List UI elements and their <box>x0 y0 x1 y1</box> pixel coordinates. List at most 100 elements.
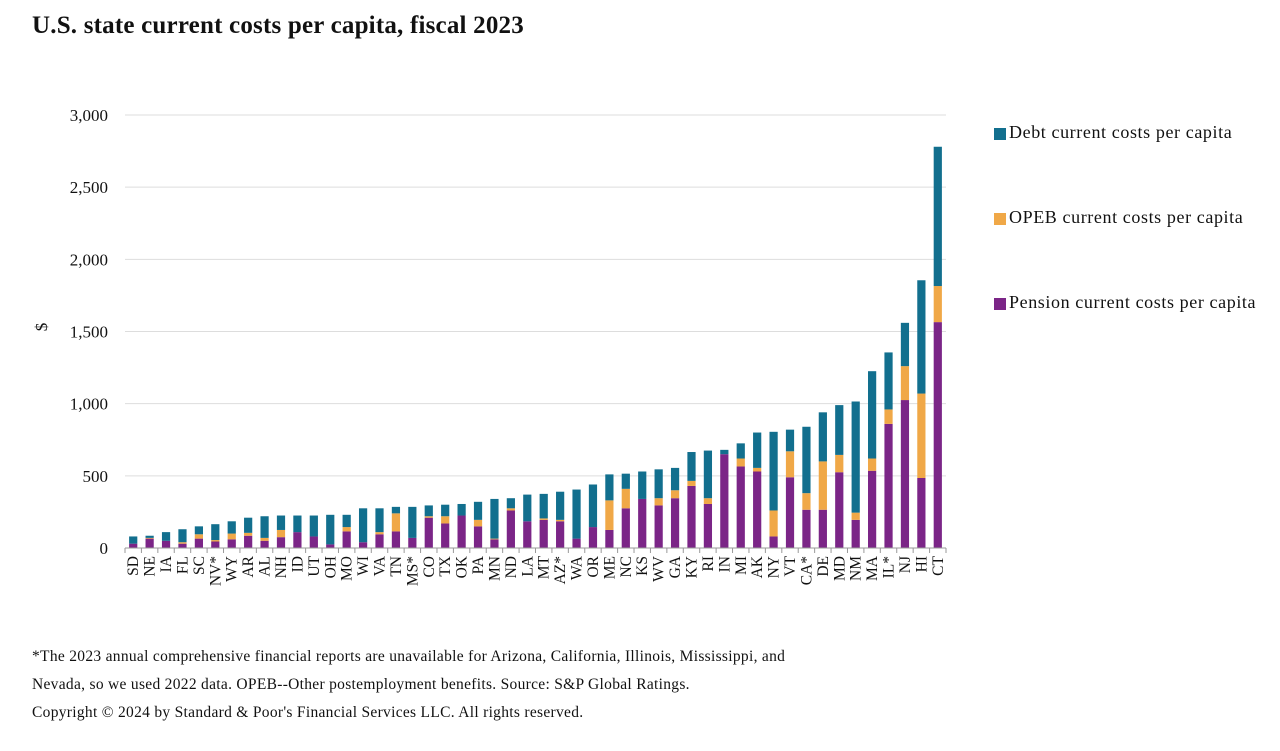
bar-debt-mi <box>736 443 745 459</box>
bar-debt-ga <box>670 467 680 491</box>
bar-opeb-co <box>424 516 433 518</box>
x-tick-label: FL <box>174 556 191 574</box>
x-tick-label: ND <box>503 556 520 578</box>
bar-opeb-me <box>605 500 614 530</box>
bar-debt-in <box>720 449 729 455</box>
y-tick-label: 1,500 <box>70 323 108 342</box>
bar-debt-ak <box>753 432 762 468</box>
x-tick-label: AK <box>749 555 766 578</box>
x-tick-label: CT <box>930 555 947 575</box>
bar-pension-az <box>556 521 565 548</box>
bar-pension-oh <box>326 544 335 548</box>
bar-debt-nj <box>900 322 910 367</box>
bar-pension-ms <box>408 537 417 548</box>
bar-pension-tn <box>391 531 401 548</box>
x-tick-label: OR <box>585 555 602 577</box>
bar-debt-nv <box>211 524 220 541</box>
x-tick-label: IL* <box>881 556 898 579</box>
footnote-line-3: Copyright © 2024 by Standard & Poor's Fi… <box>32 704 584 721</box>
bar-debt-ky <box>687 452 696 481</box>
legend-swatch-pension <box>994 298 1006 310</box>
x-tick-label: NY <box>766 556 783 578</box>
bar-pension-nv <box>211 541 220 548</box>
legend-item-debt: Debt current costs per capita <box>990 120 1270 205</box>
axes <box>124 547 947 553</box>
footnote-line-1: *The 2023 annual comprehensive financial… <box>32 648 786 665</box>
bar-opeb-tx <box>441 516 450 524</box>
bar-pension-la <box>523 521 532 548</box>
bar-pension-mo <box>342 531 351 548</box>
x-tick-label: MA <box>864 555 881 581</box>
bar-debt-mo <box>342 514 351 528</box>
bar-debt-tx <box>441 504 450 517</box>
bar-opeb-wy <box>227 533 236 540</box>
bar-pension-ia <box>161 540 171 548</box>
bar-debt-de <box>818 412 827 462</box>
bars <box>129 146 942 548</box>
bar-debt-nd <box>506 498 515 509</box>
x-tick-label: AR <box>240 555 257 577</box>
bar-pension-wy <box>227 539 236 548</box>
x-tick-label: SC <box>191 556 208 575</box>
bar-pension-hi <box>917 477 926 548</box>
bar-pension-ne <box>145 538 154 548</box>
bar-debt-mn <box>490 498 499 539</box>
x-tick-label: MO <box>339 556 356 581</box>
bar-debt-md <box>835 405 844 455</box>
bar-pension-ky <box>687 485 696 548</box>
x-tick-label: PA <box>470 555 487 574</box>
bar-opeb-ar <box>244 532 253 536</box>
bar-pension-mt <box>539 519 548 548</box>
bar-opeb-mi <box>736 458 745 467</box>
x-tick-label: GA <box>667 555 684 578</box>
x-tick-label: NM <box>848 556 865 581</box>
bar-opeb-nv <box>211 540 220 542</box>
bar-debt-wy <box>227 521 236 534</box>
x-tick-label: LA <box>519 555 536 576</box>
bar-opeb-ca <box>802 493 811 510</box>
bar-pension-ak <box>753 471 762 548</box>
bar-opeb-nc <box>621 488 630 509</box>
legend: Debt current costs per capita OPEB curre… <box>990 120 1270 375</box>
y-tick-labels: 0 500 1,000 1,500 2,000 2,500 3,000 <box>70 106 108 558</box>
bar-pension-ny <box>769 536 778 548</box>
bar-pension-pa <box>473 526 483 548</box>
bar-debt-hi <box>917 280 926 394</box>
x-tick-label: VA <box>372 555 389 576</box>
bar-debt-or <box>588 484 598 528</box>
x-tick-label: MN <box>486 556 503 581</box>
bar-pension-fl <box>178 543 187 548</box>
bar-pension-al <box>260 540 269 548</box>
x-tick-label: UT <box>306 555 323 576</box>
bar-pension-tx <box>441 523 450 548</box>
bar-pension-ma <box>868 470 877 548</box>
bar-pension-ca <box>802 509 811 548</box>
bar-debt-az <box>556 491 565 520</box>
bar-debt-me <box>605 474 614 501</box>
legend-label-pension: Pension current costs per capita <box>1009 292 1257 312</box>
x-tick-label: AZ* <box>552 556 569 585</box>
bar-pension-nm <box>851 519 860 548</box>
y-tick-label: 500 <box>83 467 109 486</box>
bar-debt-nm <box>851 401 860 513</box>
bar-opeb-nd <box>506 508 515 511</box>
x-tick-label: TX <box>437 556 454 577</box>
bar-opeb-mt <box>539 518 548 520</box>
x-tick-label: CO <box>421 556 438 578</box>
bar-pension-nc <box>621 508 630 548</box>
bar-debt-ri <box>703 450 713 499</box>
bar-opeb-md <box>835 454 844 473</box>
bar-debt-ia <box>161 532 171 541</box>
x-tick-label: RI <box>700 556 717 572</box>
bar-debt-il <box>884 352 893 410</box>
x-tick-label: WV <box>651 555 668 582</box>
x-tick-label: MT <box>536 555 553 579</box>
bar-pension-sd <box>129 543 138 548</box>
legend-item-pension: Pension current costs per capita <box>990 290 1270 375</box>
x-tick-label: NH <box>273 556 290 578</box>
bar-pension-id <box>293 532 302 548</box>
bar-debt-sc <box>194 526 203 535</box>
bar-pension-ga <box>670 498 680 548</box>
bar-debt-ok <box>457 503 466 516</box>
bar-pension-va <box>375 534 384 548</box>
